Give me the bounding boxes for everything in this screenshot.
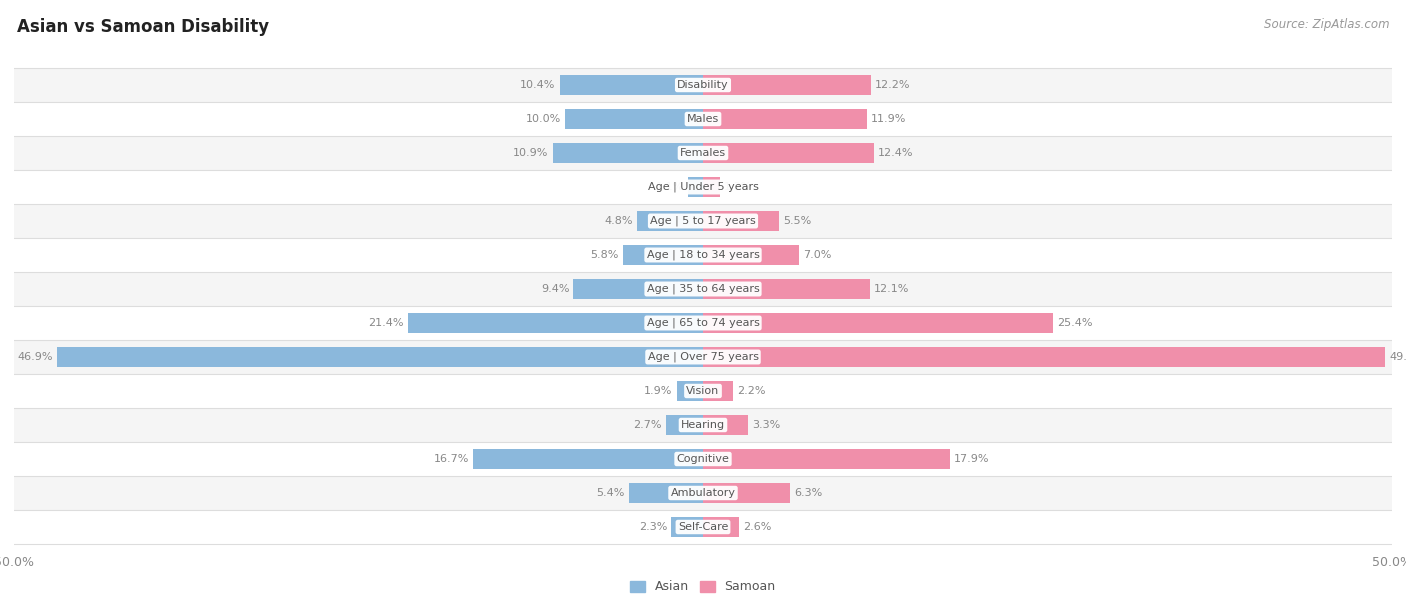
Bar [565,109,703,129]
Text: 10.4%: 10.4% [520,80,555,90]
Text: 12.2%: 12.2% [875,80,911,90]
Bar [703,415,748,435]
Text: 10.0%: 10.0% [526,114,561,124]
Bar [703,347,1385,367]
Text: 4.8%: 4.8% [605,216,633,226]
Bar [14,204,1392,238]
Bar [703,517,738,537]
Text: 2.2%: 2.2% [738,386,766,396]
Text: Hearing: Hearing [681,420,725,430]
Text: 46.9%: 46.9% [17,352,52,362]
Bar [14,170,1392,204]
Bar [628,483,703,503]
Text: Cognitive: Cognitive [676,454,730,464]
Bar [14,340,1392,374]
Text: 5.8%: 5.8% [591,250,619,260]
Bar [14,272,1392,306]
Text: Age | 35 to 64 years: Age | 35 to 64 years [647,284,759,294]
Text: Age | Under 5 years: Age | Under 5 years [648,182,758,192]
Text: Age | 65 to 74 years: Age | 65 to 74 years [647,318,759,328]
Text: Age | Over 75 years: Age | Over 75 years [648,352,758,362]
Text: 16.7%: 16.7% [433,454,468,464]
Bar [688,177,703,197]
Bar [703,143,875,163]
Text: Self-Care: Self-Care [678,522,728,532]
Text: 2.3%: 2.3% [638,522,668,532]
Bar [56,347,703,367]
Bar [671,517,703,537]
Bar [14,306,1392,340]
Text: 5.4%: 5.4% [596,488,624,498]
Bar [574,279,703,299]
Bar [703,245,800,265]
Text: Females: Females [681,148,725,158]
Text: 1.1%: 1.1% [655,182,683,192]
Text: 12.1%: 12.1% [875,284,910,294]
Bar [14,374,1392,408]
Text: 21.4%: 21.4% [368,318,404,328]
Bar [703,313,1053,333]
Text: 9.4%: 9.4% [541,284,569,294]
Bar [703,483,790,503]
Bar [408,313,703,333]
Text: Age | 5 to 17 years: Age | 5 to 17 years [650,216,756,226]
Text: 25.4%: 25.4% [1057,318,1092,328]
Bar [703,109,868,129]
Bar [703,177,720,197]
Text: Disability: Disability [678,80,728,90]
Text: 11.9%: 11.9% [872,114,907,124]
Bar [14,476,1392,510]
Text: Age | 18 to 34 years: Age | 18 to 34 years [647,250,759,260]
Bar [703,381,734,401]
Bar [623,245,703,265]
Text: Source: ZipAtlas.com: Source: ZipAtlas.com [1264,18,1389,31]
Text: 10.9%: 10.9% [513,148,548,158]
Bar [14,442,1392,476]
Text: 3.3%: 3.3% [752,420,780,430]
Text: Ambulatory: Ambulatory [671,488,735,498]
Bar [14,102,1392,136]
Bar [553,143,703,163]
Bar [14,238,1392,272]
Bar [703,449,949,469]
Text: 7.0%: 7.0% [804,250,832,260]
Text: 12.4%: 12.4% [877,148,914,158]
Text: Males: Males [688,114,718,124]
Bar [14,408,1392,442]
Text: Asian vs Samoan Disability: Asian vs Samoan Disability [17,18,269,36]
Text: Vision: Vision [686,386,720,396]
Text: 1.2%: 1.2% [724,182,752,192]
Legend: Asian, Samoan: Asian, Samoan [626,575,780,599]
Text: 49.5%: 49.5% [1389,352,1406,362]
Bar [676,381,703,401]
Text: 2.7%: 2.7% [633,420,662,430]
Bar [14,510,1392,544]
Bar [560,75,703,95]
Bar [703,279,870,299]
Text: 1.9%: 1.9% [644,386,672,396]
Bar [14,68,1392,102]
Bar [703,75,872,95]
Bar [637,211,703,231]
Text: 6.3%: 6.3% [794,488,823,498]
Bar [666,415,703,435]
Text: 5.5%: 5.5% [783,216,811,226]
Bar [14,136,1392,170]
Text: 2.6%: 2.6% [742,522,772,532]
Text: 17.9%: 17.9% [953,454,990,464]
Bar [703,211,779,231]
Bar [472,449,703,469]
